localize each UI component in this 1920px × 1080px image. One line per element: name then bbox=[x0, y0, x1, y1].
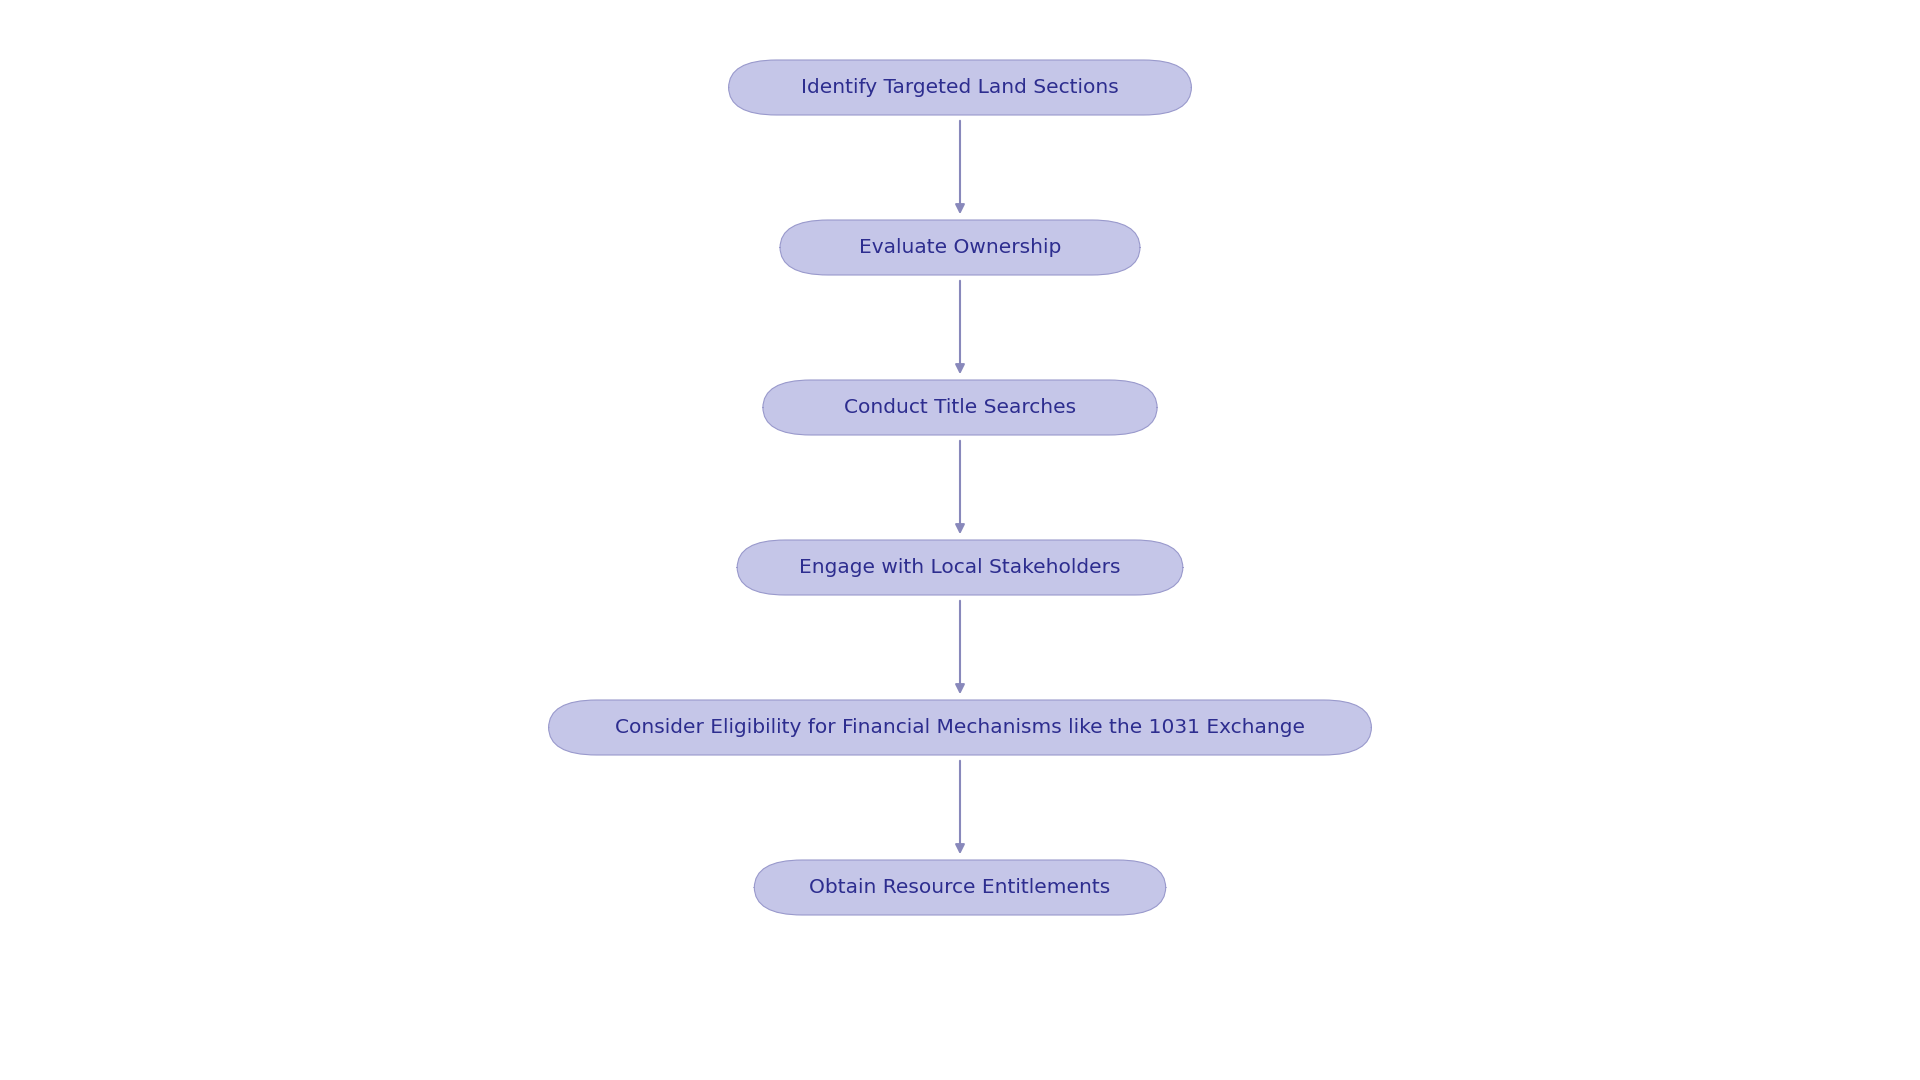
Text: Evaluate Ownership: Evaluate Ownership bbox=[858, 238, 1062, 257]
FancyBboxPatch shape bbox=[549, 700, 1371, 755]
FancyBboxPatch shape bbox=[737, 540, 1183, 595]
FancyBboxPatch shape bbox=[755, 860, 1165, 915]
Text: Conduct Title Searches: Conduct Title Searches bbox=[845, 399, 1075, 417]
Text: Obtain Resource Entitlements: Obtain Resource Entitlements bbox=[810, 878, 1110, 897]
FancyBboxPatch shape bbox=[780, 220, 1140, 275]
Text: Identify Targeted Land Sections: Identify Targeted Land Sections bbox=[801, 78, 1119, 97]
FancyBboxPatch shape bbox=[762, 380, 1158, 435]
FancyBboxPatch shape bbox=[728, 60, 1192, 114]
Text: Consider Eligibility for Financial Mechanisms like the 1031 Exchange: Consider Eligibility for Financial Mecha… bbox=[614, 718, 1306, 737]
Text: Engage with Local Stakeholders: Engage with Local Stakeholders bbox=[799, 558, 1121, 577]
